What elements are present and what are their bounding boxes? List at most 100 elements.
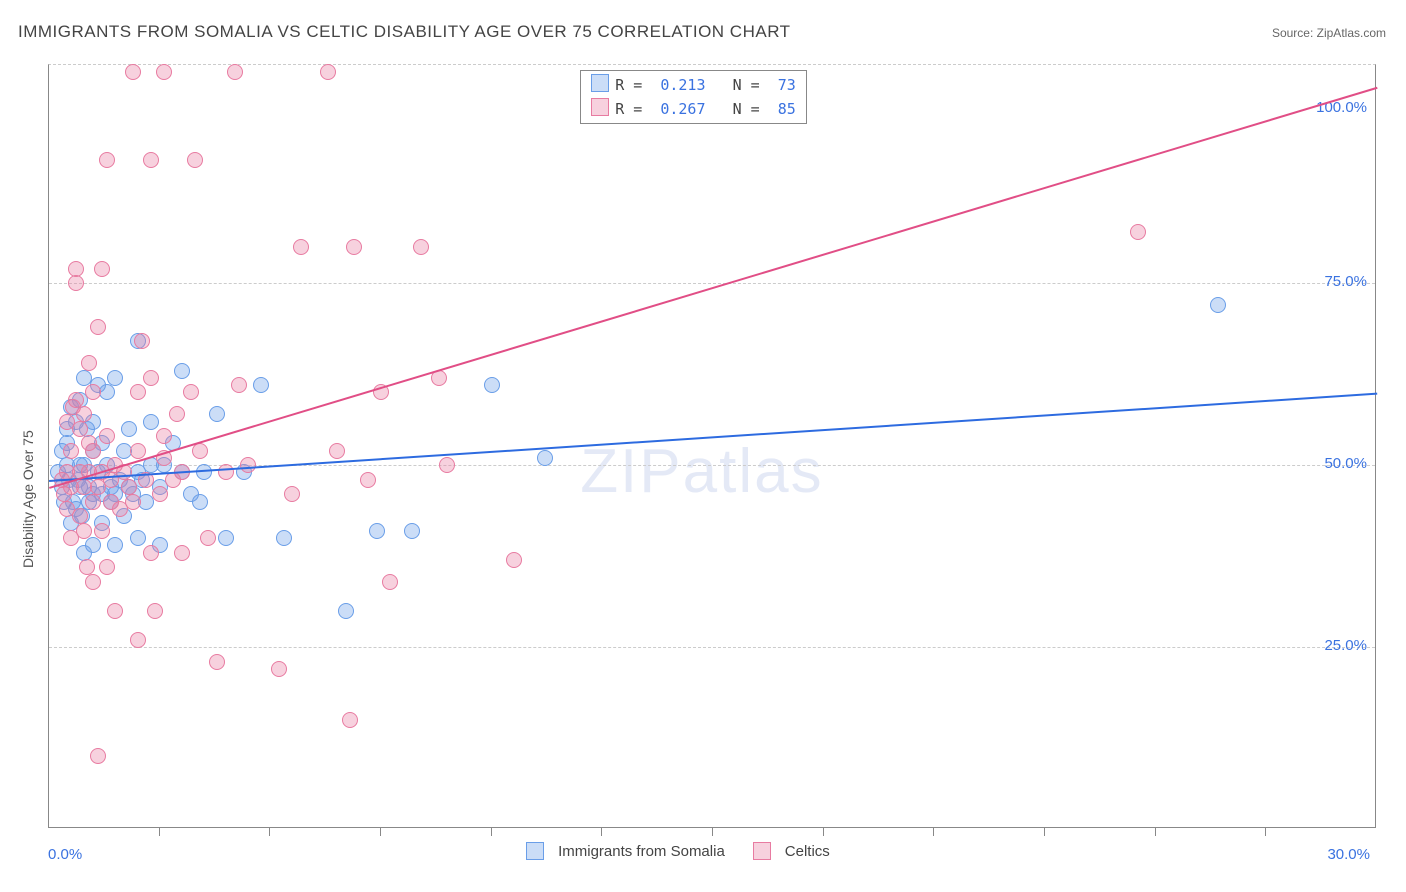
legend-n-label: N = bbox=[733, 100, 760, 118]
data-point bbox=[99, 559, 115, 575]
x-tick bbox=[491, 828, 492, 836]
legend-swatch bbox=[526, 842, 544, 860]
data-point bbox=[1130, 224, 1146, 240]
data-point bbox=[72, 421, 88, 437]
y-axis-title: Disability Age Over 75 bbox=[20, 431, 36, 569]
series-legend-item: Celtics bbox=[753, 842, 830, 860]
data-point bbox=[293, 239, 309, 255]
watermark: ZIPatlas bbox=[580, 436, 823, 507]
data-point bbox=[68, 275, 84, 291]
legend-row: R = 0.213 N = 73 bbox=[591, 73, 796, 97]
data-point bbox=[320, 64, 336, 80]
source-link[interactable]: ZipAtlas.com bbox=[1317, 26, 1386, 40]
data-point bbox=[99, 152, 115, 168]
grid-line bbox=[49, 283, 1375, 284]
x-tick bbox=[712, 828, 713, 836]
data-point bbox=[134, 333, 150, 349]
x-tick bbox=[823, 828, 824, 836]
data-point bbox=[218, 464, 234, 480]
series-legend-label: Immigrants from Somalia bbox=[558, 843, 725, 860]
data-point bbox=[130, 530, 146, 546]
source-credit: Source: ZipAtlas.com bbox=[1272, 26, 1386, 40]
data-point bbox=[121, 479, 137, 495]
data-point bbox=[143, 370, 159, 386]
data-point bbox=[107, 603, 123, 619]
x-axis-origin-label: 0.0% bbox=[48, 846, 82, 863]
x-tick bbox=[1265, 828, 1266, 836]
legend-row: R = 0.267 N = 85 bbox=[591, 97, 796, 121]
data-point bbox=[338, 603, 354, 619]
data-point bbox=[107, 537, 123, 553]
data-point bbox=[174, 363, 190, 379]
x-tick bbox=[269, 828, 270, 836]
y-tick-label: 75.0% bbox=[1324, 273, 1367, 290]
data-point bbox=[183, 384, 199, 400]
data-point bbox=[85, 494, 101, 510]
legend-r-label: R = bbox=[615, 76, 642, 94]
data-point bbox=[76, 406, 92, 422]
data-point bbox=[63, 443, 79, 459]
data-point bbox=[369, 523, 385, 539]
data-point bbox=[125, 64, 141, 80]
legend-r-label: R = bbox=[615, 100, 642, 118]
data-point bbox=[382, 574, 398, 590]
plot-area: ZIPatlas R = 0.213 N = 73R = 0.267 N = 8… bbox=[48, 64, 1376, 828]
data-point bbox=[284, 486, 300, 502]
data-point bbox=[143, 152, 159, 168]
data-point bbox=[68, 261, 84, 277]
legend-n-label: N = bbox=[733, 76, 760, 94]
data-point bbox=[107, 370, 123, 386]
data-point bbox=[276, 530, 292, 546]
data-point bbox=[271, 661, 287, 677]
data-point bbox=[72, 508, 88, 524]
data-point bbox=[152, 486, 168, 502]
source-label: Source: bbox=[1272, 26, 1317, 40]
legend-n-value: 73 bbox=[778, 76, 796, 94]
data-point bbox=[156, 428, 172, 444]
data-point bbox=[125, 494, 141, 510]
data-point bbox=[85, 384, 101, 400]
data-point bbox=[187, 152, 203, 168]
data-point bbox=[99, 428, 115, 444]
data-point bbox=[413, 239, 429, 255]
chart-container: IMMIGRANTS FROM SOMALIA VS CELTIC DISABI… bbox=[0, 0, 1406, 892]
trend-line bbox=[49, 87, 1378, 489]
data-point bbox=[68, 392, 84, 408]
grid-line bbox=[49, 647, 1375, 648]
legend-swatch bbox=[591, 74, 609, 92]
data-point bbox=[227, 64, 243, 80]
data-point bbox=[94, 261, 110, 277]
data-point bbox=[484, 377, 500, 393]
data-point bbox=[506, 552, 522, 568]
data-point bbox=[360, 472, 376, 488]
data-point bbox=[342, 712, 358, 728]
data-point bbox=[1210, 297, 1226, 313]
data-point bbox=[329, 443, 345, 459]
data-point bbox=[130, 632, 146, 648]
x-axis-end-label: 30.0% bbox=[1327, 846, 1370, 863]
data-point bbox=[231, 377, 247, 393]
data-point bbox=[169, 406, 185, 422]
series-legend-item: Immigrants from Somalia bbox=[526, 842, 725, 860]
data-point bbox=[85, 574, 101, 590]
chart-title: IMMIGRANTS FROM SOMALIA VS CELTIC DISABI… bbox=[18, 22, 791, 42]
data-point bbox=[94, 523, 110, 539]
data-point bbox=[76, 523, 92, 539]
series-legend-label: Celtics bbox=[785, 843, 830, 860]
data-point bbox=[147, 603, 163, 619]
correlation-legend: R = 0.213 N = 73R = 0.267 N = 85 bbox=[580, 70, 807, 124]
trend-line bbox=[49, 392, 1377, 481]
legend-r-value: 0.213 bbox=[660, 76, 705, 94]
data-point bbox=[209, 406, 225, 422]
data-point bbox=[130, 384, 146, 400]
data-point bbox=[85, 443, 101, 459]
y-tick-label: 50.0% bbox=[1324, 455, 1367, 472]
x-tick bbox=[1155, 828, 1156, 836]
legend-r-value: 0.267 bbox=[660, 100, 705, 118]
data-point bbox=[85, 537, 101, 553]
series-legend: Immigrants from Somalia Celtics bbox=[526, 842, 830, 860]
data-point bbox=[346, 239, 362, 255]
data-point bbox=[90, 319, 106, 335]
x-tick bbox=[1044, 828, 1045, 836]
data-point bbox=[143, 414, 159, 430]
